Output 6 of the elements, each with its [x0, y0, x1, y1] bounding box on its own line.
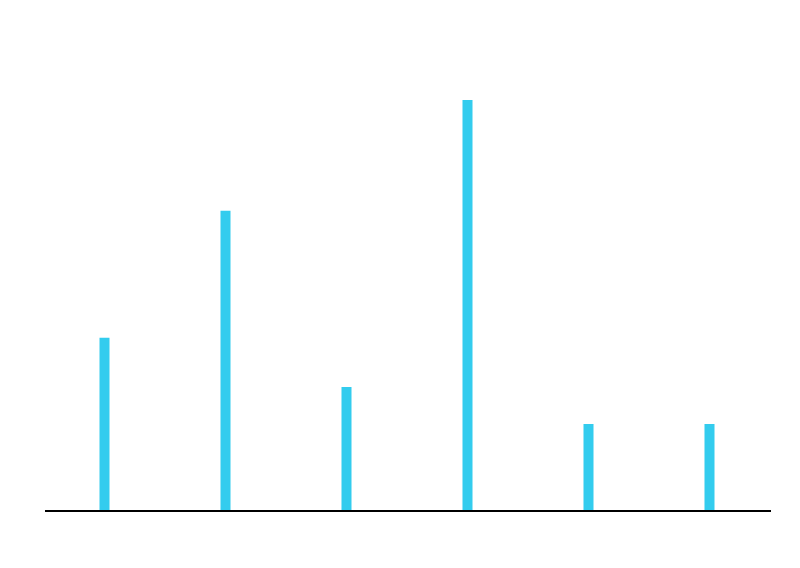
bar [704, 423, 715, 510]
bar [99, 337, 110, 510]
bar [583, 423, 594, 510]
bar [220, 210, 231, 510]
bar [462, 100, 473, 510]
bar [341, 387, 352, 510]
